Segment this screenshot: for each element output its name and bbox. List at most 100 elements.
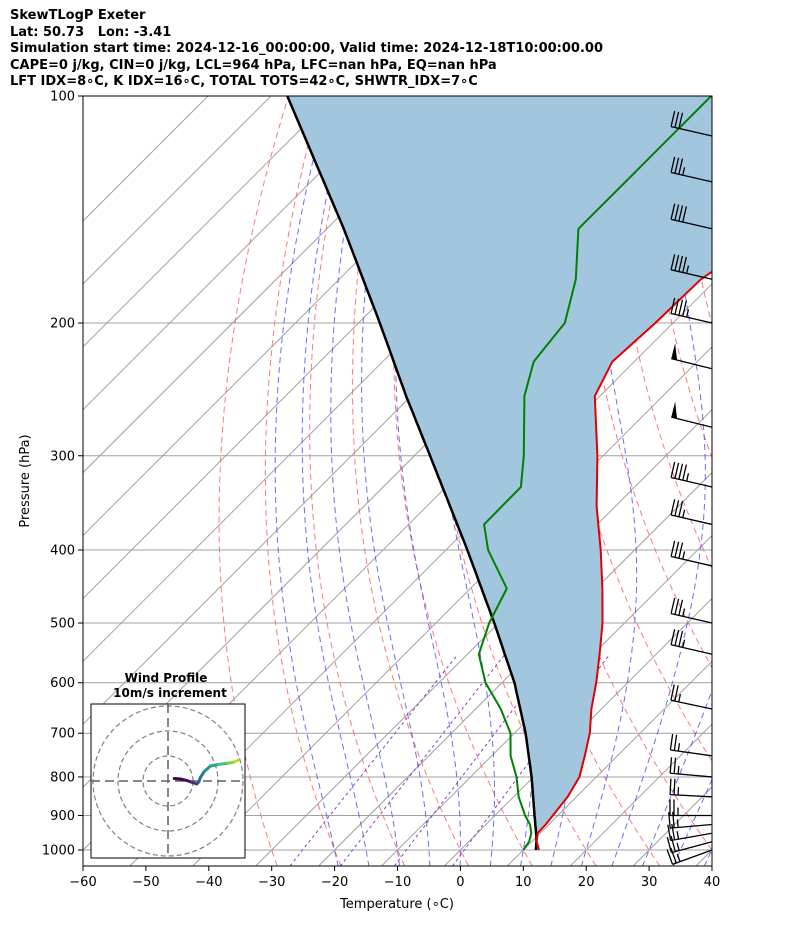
barb-staff bbox=[670, 832, 713, 842]
y-tick-label: 700 bbox=[50, 727, 75, 742]
barb-full bbox=[670, 254, 676, 270]
barb-half bbox=[677, 765, 680, 775]
y-tick-label: 500 bbox=[50, 617, 75, 632]
isotherm-line bbox=[318, 471, 712, 866]
wind-barb bbox=[667, 823, 713, 842]
time-line: Simulation start time: 2024-12-16_00:00:… bbox=[10, 41, 603, 57]
isotherm-line bbox=[255, 409, 712, 866]
hodograph-trace bbox=[232, 758, 240, 764]
y-tick-label: 900 bbox=[50, 809, 75, 824]
barb-full bbox=[670, 629, 676, 645]
mixing-ratio-line bbox=[339, 653, 506, 866]
wind-barb bbox=[669, 734, 713, 757]
barb-half bbox=[676, 842, 680, 851]
wind-barb bbox=[671, 343, 713, 370]
wind-barb bbox=[669, 799, 712, 817]
wind-barb bbox=[670, 629, 713, 655]
barb-staff bbox=[671, 416, 713, 428]
dry-adiabat bbox=[309, 96, 406, 866]
dry-adiabat bbox=[218, 96, 289, 866]
barb-full bbox=[669, 757, 673, 774]
x-tick-label: −50 bbox=[132, 875, 159, 890]
isotherm-line bbox=[83, 96, 272, 285]
barb-staff bbox=[670, 476, 713, 488]
x-axis-label: Temperature (∘C) bbox=[339, 897, 454, 912]
x-tick-label: −10 bbox=[384, 875, 411, 890]
barb-staff bbox=[670, 612, 713, 624]
moist-adiabat bbox=[395, 96, 461, 866]
isotherm-line bbox=[569, 723, 712, 866]
wind-barb bbox=[671, 401, 713, 428]
location-line: Lat: 50.73 Lon: -3.41 bbox=[10, 24, 172, 40]
barb-staff bbox=[670, 125, 713, 137]
barb-full bbox=[671, 823, 676, 840]
barb-staff bbox=[670, 171, 713, 183]
hodograph-plot bbox=[91, 704, 245, 858]
barb-full bbox=[669, 734, 674, 751]
y-tick-label: 100 bbox=[50, 90, 75, 105]
barb-staff bbox=[670, 514, 713, 526]
x-tick-label: 0 bbox=[456, 875, 464, 890]
wind-barb bbox=[666, 835, 713, 854]
mixing-ratio-line bbox=[289, 653, 459, 866]
moist-adiabat bbox=[703, 848, 712, 866]
barb-full bbox=[678, 255, 684, 272]
barb-half bbox=[686, 309, 690, 318]
moist-adiabat bbox=[580, 96, 638, 866]
barb-half bbox=[682, 551, 686, 560]
barb-half bbox=[676, 819, 679, 828]
barb-staff bbox=[670, 269, 713, 280]
wind-barb bbox=[670, 540, 713, 567]
barb-staff bbox=[672, 849, 713, 865]
barb-full bbox=[670, 847, 677, 864]
hodograph: Wind Profile 10m/s increment bbox=[90, 671, 246, 859]
barb-half bbox=[677, 743, 681, 752]
hodograph-trace bbox=[216, 761, 230, 766]
x-tick-label: −20 bbox=[321, 875, 348, 890]
x-tick-label: −40 bbox=[195, 875, 222, 890]
dry-adiabat bbox=[579, 96, 712, 669]
axes: −60 −50 −40 −30 −20 −10 0 10 20 30 40 1000 900 800 700… bbox=[42, 90, 720, 891]
wind-barbs bbox=[666, 110, 713, 865]
barb-full bbox=[674, 111, 680, 128]
x-tick-label: 20 bbox=[578, 875, 595, 890]
parcel-profile-line bbox=[286, 96, 538, 851]
barb-full bbox=[678, 299, 684, 316]
barb-full bbox=[670, 835, 676, 852]
barb-full bbox=[678, 501, 684, 517]
barb-half bbox=[682, 509, 686, 518]
wind-barb bbox=[670, 203, 713, 230]
barb-flag bbox=[671, 401, 678, 419]
barb-half bbox=[678, 693, 682, 703]
barb-full bbox=[668, 812, 671, 829]
barb-half bbox=[676, 853, 681, 862]
wind-barb bbox=[670, 499, 713, 526]
wind-barb bbox=[670, 156, 713, 183]
moist-adiabat bbox=[611, 96, 706, 866]
dry-adiabat bbox=[777, 96, 794, 866]
dry-adiabat bbox=[646, 96, 712, 460]
isotherm-line bbox=[506, 660, 712, 866]
barb-staff bbox=[670, 772, 713, 778]
barb-staff bbox=[670, 793, 713, 798]
cape-shading bbox=[287, 96, 712, 850]
barb-staff bbox=[671, 841, 713, 854]
chart-header: SkewTLogP Exeter Lat: 50.73 Lon: -3.41 S… bbox=[10, 8, 603, 91]
barb-full bbox=[674, 254, 680, 271]
barb-full bbox=[670, 684, 675, 701]
barb-full bbox=[678, 158, 684, 175]
barb-full bbox=[674, 298, 680, 315]
wind-barb bbox=[670, 297, 713, 324]
barb-full bbox=[670, 110, 676, 127]
x-tick-label: −30 bbox=[258, 875, 285, 890]
barb-full bbox=[670, 297, 676, 314]
isotherm-line bbox=[83, 96, 460, 474]
barb-full bbox=[678, 205, 684, 222]
dry-adiabat bbox=[745, 96, 794, 866]
chart-title: SkewTLogP Exeter bbox=[10, 8, 146, 23]
y-tick-label: 800 bbox=[50, 770, 75, 785]
barb-full bbox=[674, 204, 680, 221]
barb-full bbox=[669, 778, 672, 795]
barb-full bbox=[682, 300, 688, 317]
